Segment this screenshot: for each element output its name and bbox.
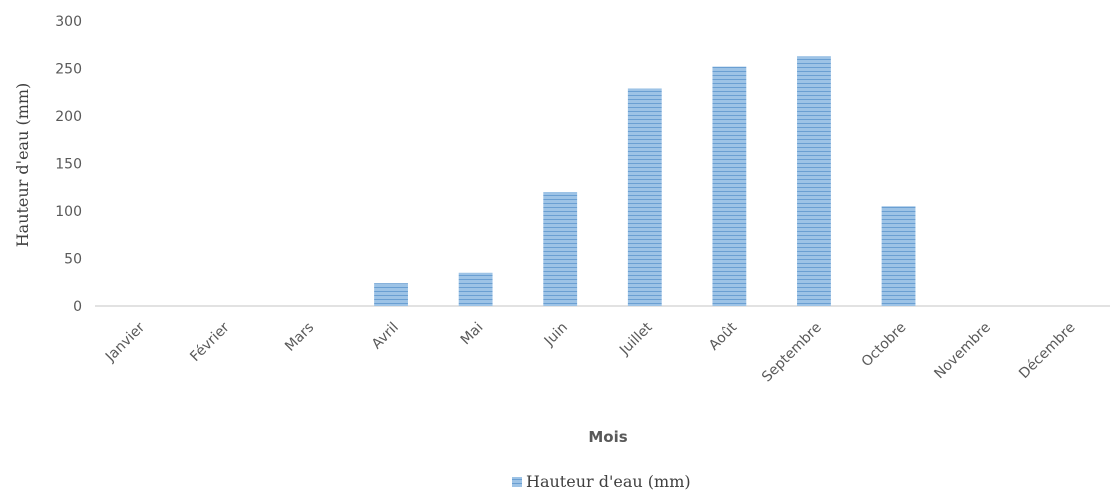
y-tick-label: 250 [55, 62, 82, 78]
y-tick-label: 100 [55, 204, 82, 220]
y-tick-label: 200 [55, 109, 82, 125]
bar [797, 56, 831, 307]
bar [543, 192, 578, 306]
x-tick-label: Septembre [759, 320, 825, 386]
bar [374, 283, 408, 306]
x-axis-title: Mois [588, 428, 627, 446]
x-axis-ticks: Janvier Février Mars Avril Mai Juin Juillet Aoû… [102, 319, 1078, 385]
bar [627, 88, 662, 306]
legend: Hauteur d'eau (mm) [512, 472, 691, 491]
x-tick-label: Août [706, 319, 740, 353]
x-tick-label: Mars [282, 320, 317, 355]
x-tick-label: Mai [458, 320, 487, 349]
y-tick-label: 50 [64, 252, 82, 268]
y-tick-label: 300 [55, 14, 82, 30]
y-tick-label: 150 [55, 157, 82, 173]
x-tick-label: Juin [541, 320, 571, 350]
x-tick-label: Novembre [931, 320, 994, 383]
legend-swatch [512, 477, 522, 487]
bar [458, 272, 493, 306]
y-axis-title: Hauteur d'eau (mm) [13, 83, 32, 248]
x-tick-label: Avril [369, 320, 402, 353]
bar [881, 206, 916, 306]
bar [712, 66, 747, 306]
y-tick-label: 0 [73, 299, 82, 315]
x-tick-label: Juillet [616, 319, 656, 359]
y-axis-ticks: 0 50 100 150 200 250 300 [55, 14, 82, 315]
x-tick-label: Février [187, 319, 233, 365]
x-tick-label: Décembre [1016, 320, 1078, 382]
x-tick-label: Octobre [859, 320, 910, 371]
bars [374, 56, 916, 307]
x-tick-label: Janvier [102, 319, 148, 365]
legend-label: Hauteur d'eau (mm) [526, 472, 691, 491]
